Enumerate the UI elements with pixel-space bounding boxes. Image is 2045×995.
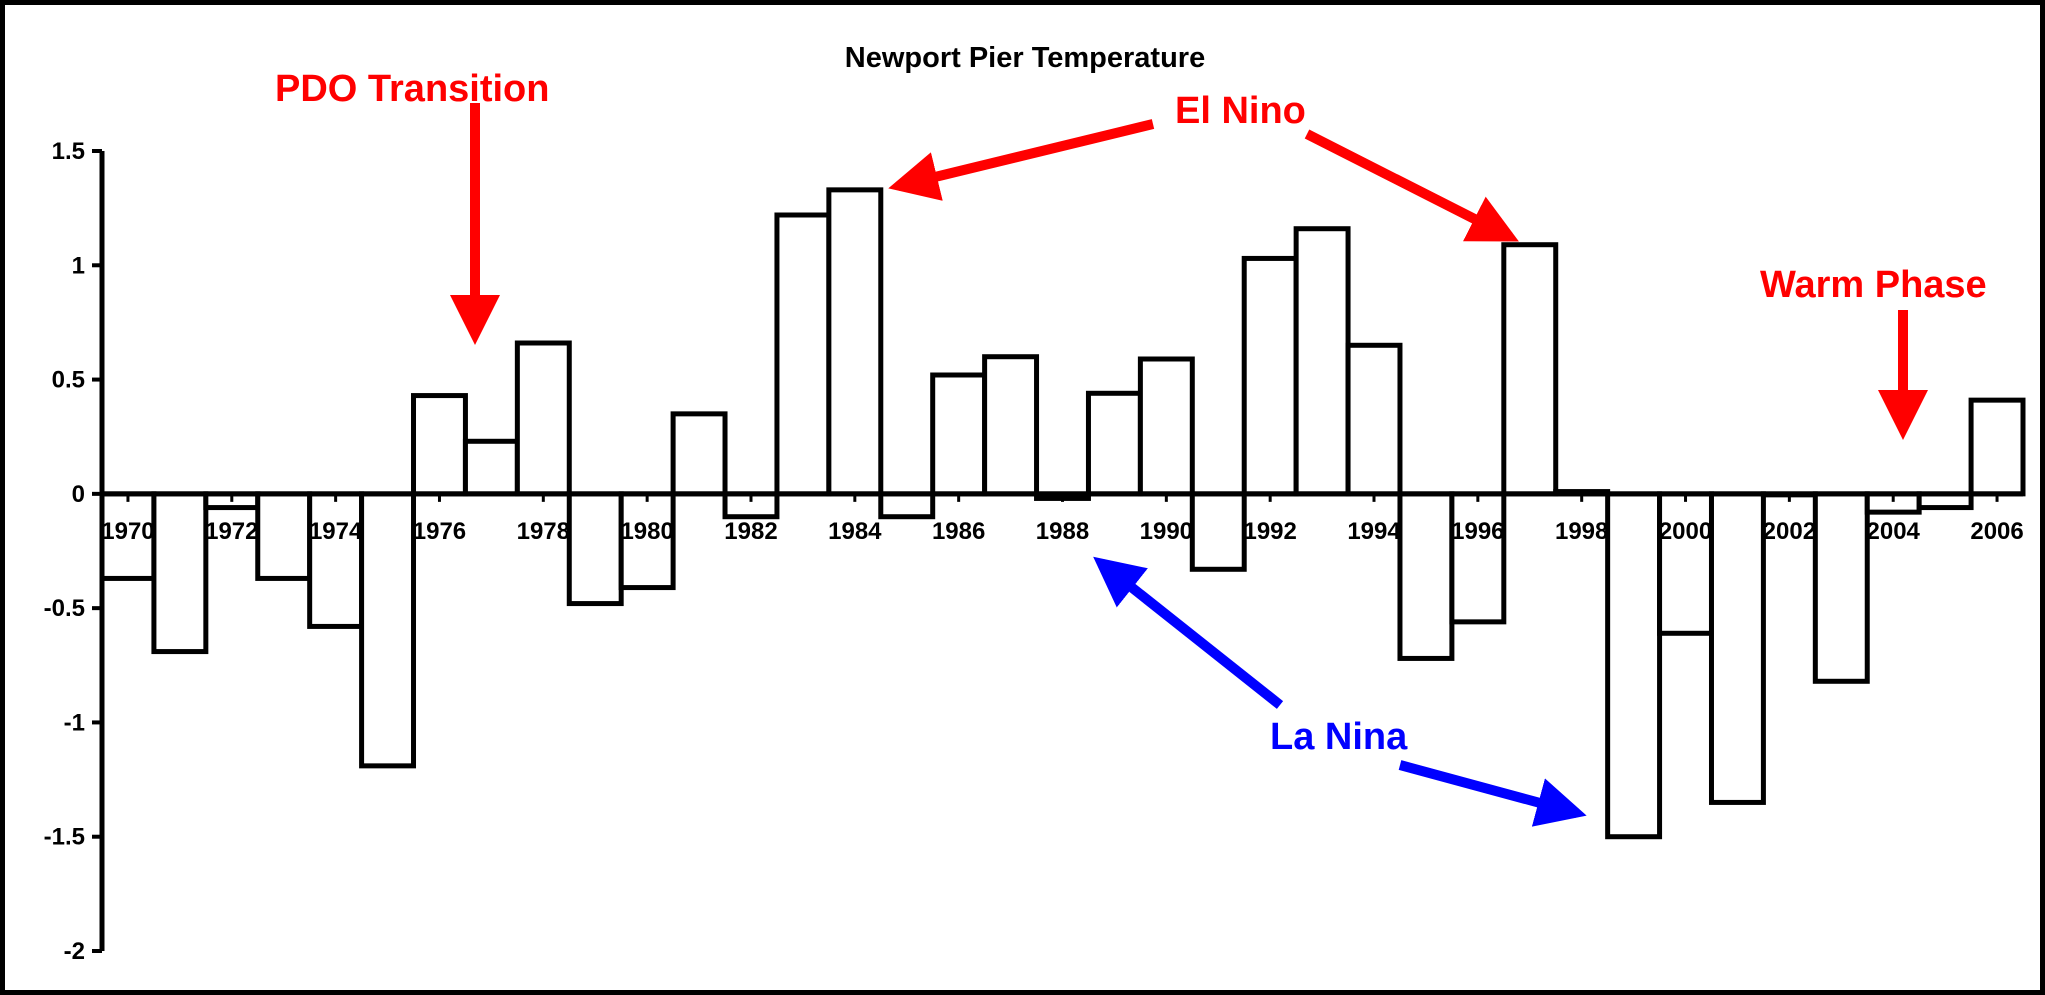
bar-1987 — [982, 354, 1040, 497]
x-tick-label: 1982 — [724, 518, 777, 545]
bar-1996 — [1449, 491, 1507, 625]
bar-1985 — [878, 491, 936, 520]
x-tick-label: 1972 — [205, 518, 258, 545]
bar-1975 — [359, 491, 417, 769]
y-tick-label: -0.5 — [44, 595, 85, 622]
x-tick-label: 2002 — [1763, 518, 1816, 545]
bar-chart: Newport Pier Temperature 1.5 1 0.5 0 -0.5 -1 -… — [44, 42, 2026, 965]
chart-title: Newport Pier Temperature — [845, 42, 1205, 74]
x-tick-label: 1984 — [828, 518, 882, 545]
bar-1993 — [1293, 226, 1351, 497]
annotation-la-nina: La Nina — [1270, 716, 1408, 758]
bar-1976 — [411, 393, 468, 497]
bar-1990 — [1137, 356, 1195, 497]
bar-2000 — [1657, 491, 1714, 636]
bar-1989 — [1085, 390, 1143, 497]
bar-1992 — [1241, 255, 1299, 497]
bar-1971 — [151, 491, 209, 655]
bar-1983 — [774, 212, 832, 497]
bar-1999 — [1605, 491, 1663, 840]
y-tick-label: 1 — [72, 252, 85, 279]
x-tick-label: 2000 — [1659, 518, 1712, 545]
bar-1977 — [462, 438, 520, 497]
bar-1997 — [1501, 242, 1559, 497]
bar-2006 — [1968, 397, 2026, 497]
y-tick-label: -1 — [64, 709, 85, 736]
y-tick-label: 0 — [72, 481, 85, 508]
x-tick-label: 1992 — [1243, 518, 1296, 545]
arrow-el-nino-1984 — [888, 119, 1155, 201]
y-tick-label: 1.5 — [52, 138, 85, 165]
y-axis: 1.5 1 0.5 0 -0.5 -1 -1.5 -2 — [44, 138, 105, 965]
x-tick-label: 1998 — [1555, 518, 1608, 545]
arrow-la-nina-1999 — [1398, 760, 1587, 827]
annotation-el-nino: El Nino — [1175, 90, 1306, 132]
bar-2001 — [1708, 491, 1766, 805]
bar-1973 — [255, 491, 313, 581]
bar-1979 — [566, 491, 624, 607]
x-axis: 1970 1972 1974 1976 1978 1980 1982 1984 1986 1988… — [101, 491, 2024, 545]
annotations: PDO Transition El Nino Warm Phase La Nin… — [275, 68, 1987, 827]
bar-1984 — [826, 187, 884, 497]
x-tick-label: 1970 — [101, 518, 154, 545]
bar-1981 — [670, 411, 728, 497]
annotation-warm-phase: Warm Phase — [1760, 264, 1987, 306]
x-tick-label: 1980 — [620, 518, 673, 545]
x-tick-label: 2004 — [1867, 518, 1921, 545]
x-tick-label: 1974 — [309, 518, 363, 545]
y-tick-label: 0.5 — [52, 367, 85, 394]
chart-frame: Newport Pier Temperature 1.5 1 0.5 0 -0.5 -1 -… — [5, 5, 2040, 990]
x-tick-label: 1990 — [1140, 518, 1193, 545]
x-tick-label: 1978 — [517, 518, 570, 545]
bar-1978 — [514, 340, 572, 497]
bar-1986 — [930, 372, 988, 497]
y-tick-label: -1.5 — [44, 824, 85, 851]
arrow-la-nina-1988 — [1093, 556, 1284, 709]
bar-1991 — [1189, 491, 1247, 572]
x-tick-label: 1976 — [413, 518, 466, 545]
x-tick-label: 1988 — [1036, 518, 1089, 545]
x-tick-label: 1986 — [932, 518, 985, 545]
x-tick-label: 1994 — [1347, 518, 1401, 545]
bar-1995 — [1397, 491, 1455, 661]
x-tick-label: 2006 — [1970, 518, 2023, 545]
bar-1974 — [307, 491, 365, 629]
annotation-pdo-transition: PDO Transition — [275, 68, 549, 110]
bar-2003 — [1812, 491, 1870, 684]
arrow-el-nino-1997 — [1304, 129, 1519, 242]
x-tick-label: 1996 — [1451, 518, 1504, 545]
bar-1994 — [1345, 342, 1403, 497]
bar-series — [99, 187, 2026, 840]
y-tick-label: -2 — [64, 938, 85, 965]
